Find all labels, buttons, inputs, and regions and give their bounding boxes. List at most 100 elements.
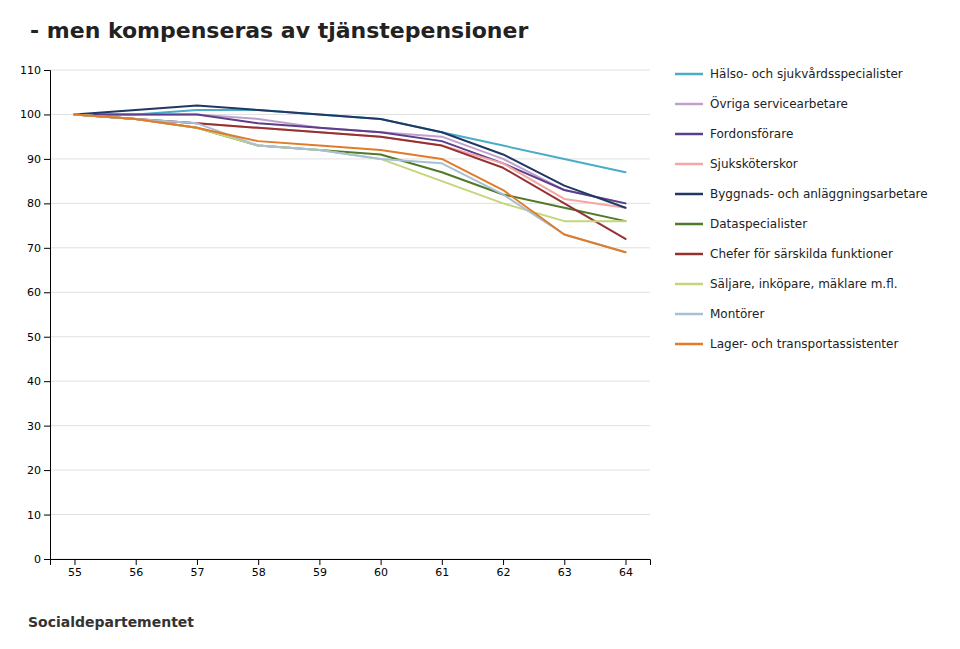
tick-mark: [44, 292, 50, 293]
grid-line: [50, 247, 650, 248]
legend: Hälso- och sjukvårdsspecialister Övriga s…: [675, 67, 928, 351]
tick: 30: [27, 420, 50, 433]
grid-line: [50, 336, 650, 337]
legend-swatch: [675, 283, 703, 286]
tick-label: 60: [374, 566, 388, 579]
tick: 57: [190, 559, 204, 579]
series-line: [74, 114, 625, 252]
x-axis: 55 56 57 58 59 60 61 62 63 64: [51, 559, 651, 579]
legend-item: Lager- och transportassistenter: [675, 337, 898, 351]
legend-swatch: [675, 163, 703, 166]
tick: 62: [497, 559, 511, 579]
grid-line: [50, 203, 650, 204]
legend-swatch: [675, 193, 703, 196]
legend-item: Hälso- och sjukvårdsspecialister: [675, 67, 903, 81]
tick-mark: [136, 559, 137, 565]
legend-item: Chefer för särskilda funktioner: [675, 247, 893, 261]
tick: 10: [27, 509, 50, 522]
y-axis: 0 10 20 30 40 50 60 70 80 90 100 110: [20, 64, 51, 566]
tick: 40: [27, 375, 50, 388]
series-line: [74, 110, 625, 172]
tick-mark: [44, 515, 50, 516]
tick-mark: [626, 559, 627, 565]
legend-label: Övriga servicearbetare: [710, 95, 848, 111]
grid-line: [50, 70, 650, 71]
lines: [74, 106, 625, 253]
tick-mark: [44, 203, 50, 204]
title: - men kompenseras av tjänstepensioner: [30, 18, 528, 43]
tick-mark: [319, 559, 320, 565]
axis-line: [44, 71, 51, 560]
series-line: [74, 114, 625, 252]
legend-label: Montörer: [710, 307, 764, 321]
tick: 110: [20, 64, 50, 77]
legend-item: Övriga servicearbetare: [675, 95, 848, 111]
tick-label: 56: [129, 566, 143, 579]
tick-mark: [44, 114, 50, 115]
tick: 0: [34, 553, 50, 566]
tick: 50: [27, 331, 50, 344]
legend-item: Fordonsförare: [675, 127, 793, 141]
grid-line: [50, 425, 650, 426]
tick: 70: [27, 242, 50, 255]
series-line: [74, 114, 625, 207]
legend-label: Hälso- och sjukvårdsspecialister: [710, 67, 903, 81]
tick-mark: [503, 559, 504, 565]
tick: 64: [619, 559, 633, 579]
legend-item: Dataspecialister: [675, 217, 807, 231]
tick-label: 40: [27, 375, 41, 388]
tick-label: 100: [20, 108, 41, 121]
tick-mark: [44, 248, 50, 249]
tick-mark: [44, 337, 50, 338]
tick-mark: [197, 559, 198, 565]
tick: 61: [435, 559, 449, 579]
series-line: [74, 114, 625, 221]
annotation: Socialdepartementet: [28, 614, 194, 630]
legend-item: Sjuksköterskor: [675, 157, 798, 171]
legend-swatch: [675, 73, 703, 76]
legend-swatch: [675, 343, 703, 346]
tick: 59: [313, 559, 327, 579]
legend-swatch: [675, 253, 703, 256]
tick: 60: [27, 286, 50, 299]
tick: 63: [558, 559, 572, 579]
legend-swatch: [675, 223, 703, 226]
tick: 56: [129, 559, 143, 579]
tick-mark: [258, 559, 259, 565]
tick: 58: [252, 559, 266, 579]
legend-label: Lager- och transportassistenter: [710, 337, 898, 351]
tick-label: 80: [27, 197, 41, 210]
tick-label: 62: [497, 566, 511, 579]
tick-mark: [44, 159, 50, 160]
legend-label: Fordonsförare: [710, 127, 793, 141]
tick-mark: [44, 470, 50, 471]
tick-mark: [381, 559, 382, 565]
tick-mark: [442, 559, 443, 565]
grid: [50, 70, 650, 559]
tick-label: 110: [20, 64, 41, 77]
chart: - men kompenseras av tjänstepensioner555…: [0, 0, 960, 649]
tick-label: 64: [619, 566, 633, 579]
tick: 100: [20, 108, 50, 121]
tick-mark: [44, 426, 50, 427]
grid-line: [50, 514, 650, 515]
legend-swatch: [675, 103, 703, 106]
tick-mark: [564, 559, 565, 565]
legend-item: Säljare, inköpare, mäklare m.fl.: [675, 277, 898, 291]
tick-label: 70: [27, 242, 41, 255]
tick-mark: [44, 559, 50, 560]
legend-swatch: [675, 133, 703, 136]
tick: 60: [374, 559, 388, 579]
tick-mark: [44, 70, 50, 71]
tick: 80: [27, 197, 50, 210]
tick-label: 90: [27, 153, 41, 166]
plot: 55 56 57 58 59 60 61 62 63 64 0 10 20 30 40 50 60 70 80 90 1…: [20, 64, 651, 579]
tick-label: 55: [68, 566, 82, 579]
tick-mark: [44, 381, 50, 382]
legend-label: Säljare, inköpare, mäklare m.fl.: [710, 277, 898, 291]
tick: 20: [27, 464, 50, 477]
tick-label: 50: [27, 331, 41, 344]
legend-label: Dataspecialister: [710, 217, 807, 231]
series-line: [74, 114, 625, 221]
axis-line: [51, 560, 651, 566]
